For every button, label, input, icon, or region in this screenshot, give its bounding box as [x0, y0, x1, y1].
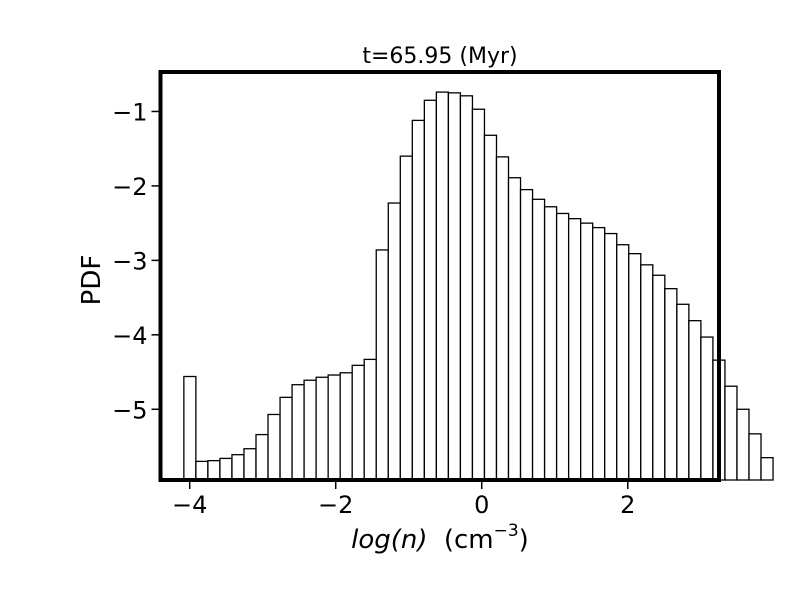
histogram-bar [387, 202, 401, 481]
histogram-bar [580, 222, 594, 481]
histogram-bar [243, 448, 257, 481]
histogram-bar [567, 218, 582, 481]
histogram-bar [267, 413, 281, 481]
y-tick-label: −5 [112, 396, 147, 424]
x-axis-label-unit: cm [454, 525, 494, 555]
x-axis-label-unit-exp: −3 [494, 521, 519, 541]
histogram-bar [339, 372, 353, 481]
histogram-bar [291, 384, 305, 481]
x-tick-label: −4 [172, 491, 207, 519]
y-tick-label: −2 [112, 173, 147, 201]
histogram-bar [664, 288, 678, 481]
histogram-bar [303, 379, 317, 481]
histogram-bar [315, 376, 329, 481]
plot-frame [158, 70, 721, 482]
histogram-bar [676, 303, 690, 481]
histogram-bar [399, 155, 413, 481]
chart-title: t=65.95 (Myr) [362, 44, 517, 69]
y-axis-label: PDF [77, 255, 107, 306]
histogram-bar [748, 433, 762, 481]
histogram-bar [351, 364, 365, 481]
histogram-bar [207, 459, 221, 481]
x-axis-label-unit-open: ( [444, 525, 454, 555]
histogram-bar [255, 433, 269, 481]
histogram-bar [471, 108, 486, 481]
histogram-bar [640, 264, 654, 481]
histogram-bar [724, 385, 738, 481]
y-ticks: −1 −2 −3 −4 −5 [112, 98, 159, 424]
histogram-bar [700, 336, 714, 481]
histogram-bar [279, 396, 293, 481]
histogram-bar [652, 274, 666, 481]
histogram-bar [327, 374, 341, 481]
histogram-bar [363, 358, 377, 481]
y-tick-label: −4 [112, 322, 147, 350]
histogram-bar [543, 206, 558, 481]
histogram-bar [195, 460, 209, 481]
histogram-bar [519, 188, 534, 481]
x-axis-label: log(n) (cm−3) [351, 521, 529, 555]
histogram-bar [507, 177, 522, 481]
histogram-bar [459, 95, 474, 481]
histogram-bar [423, 99, 438, 481]
histogram-bar [760, 457, 774, 481]
histogram-bar [604, 232, 618, 481]
histogram-bar [616, 244, 630, 481]
histogram-bar [435, 91, 450, 481]
x-tick-label: 2 [620, 491, 635, 519]
x-tick-label: 0 [474, 491, 489, 519]
histogram-bar [483, 134, 498, 481]
histogram-bar [375, 249, 389, 481]
x-axis-label-unit-close: ) [519, 525, 529, 555]
x-axis-label-var: log(n) [351, 525, 427, 555]
y-tick-label: −3 [112, 247, 147, 275]
x-ticks: −4 −2 0 2 [172, 482, 635, 519]
histogram-bar [688, 320, 702, 481]
histogram-bar [447, 92, 462, 481]
histogram-bar [411, 119, 425, 481]
histogram-bar [736, 408, 750, 481]
histogram-bar [183, 375, 197, 481]
bars-group [183, 91, 774, 481]
histogram-bar [555, 212, 570, 481]
histogram-bar [495, 156, 510, 481]
x-tick-label: −2 [318, 491, 353, 519]
histogram-bar [592, 226, 606, 481]
histogram-bar [231, 454, 245, 481]
y-tick-label: −1 [112, 98, 147, 126]
histogram-bar [628, 253, 642, 481]
histogram-bar [531, 198, 546, 481]
histogram-bar [219, 457, 233, 481]
